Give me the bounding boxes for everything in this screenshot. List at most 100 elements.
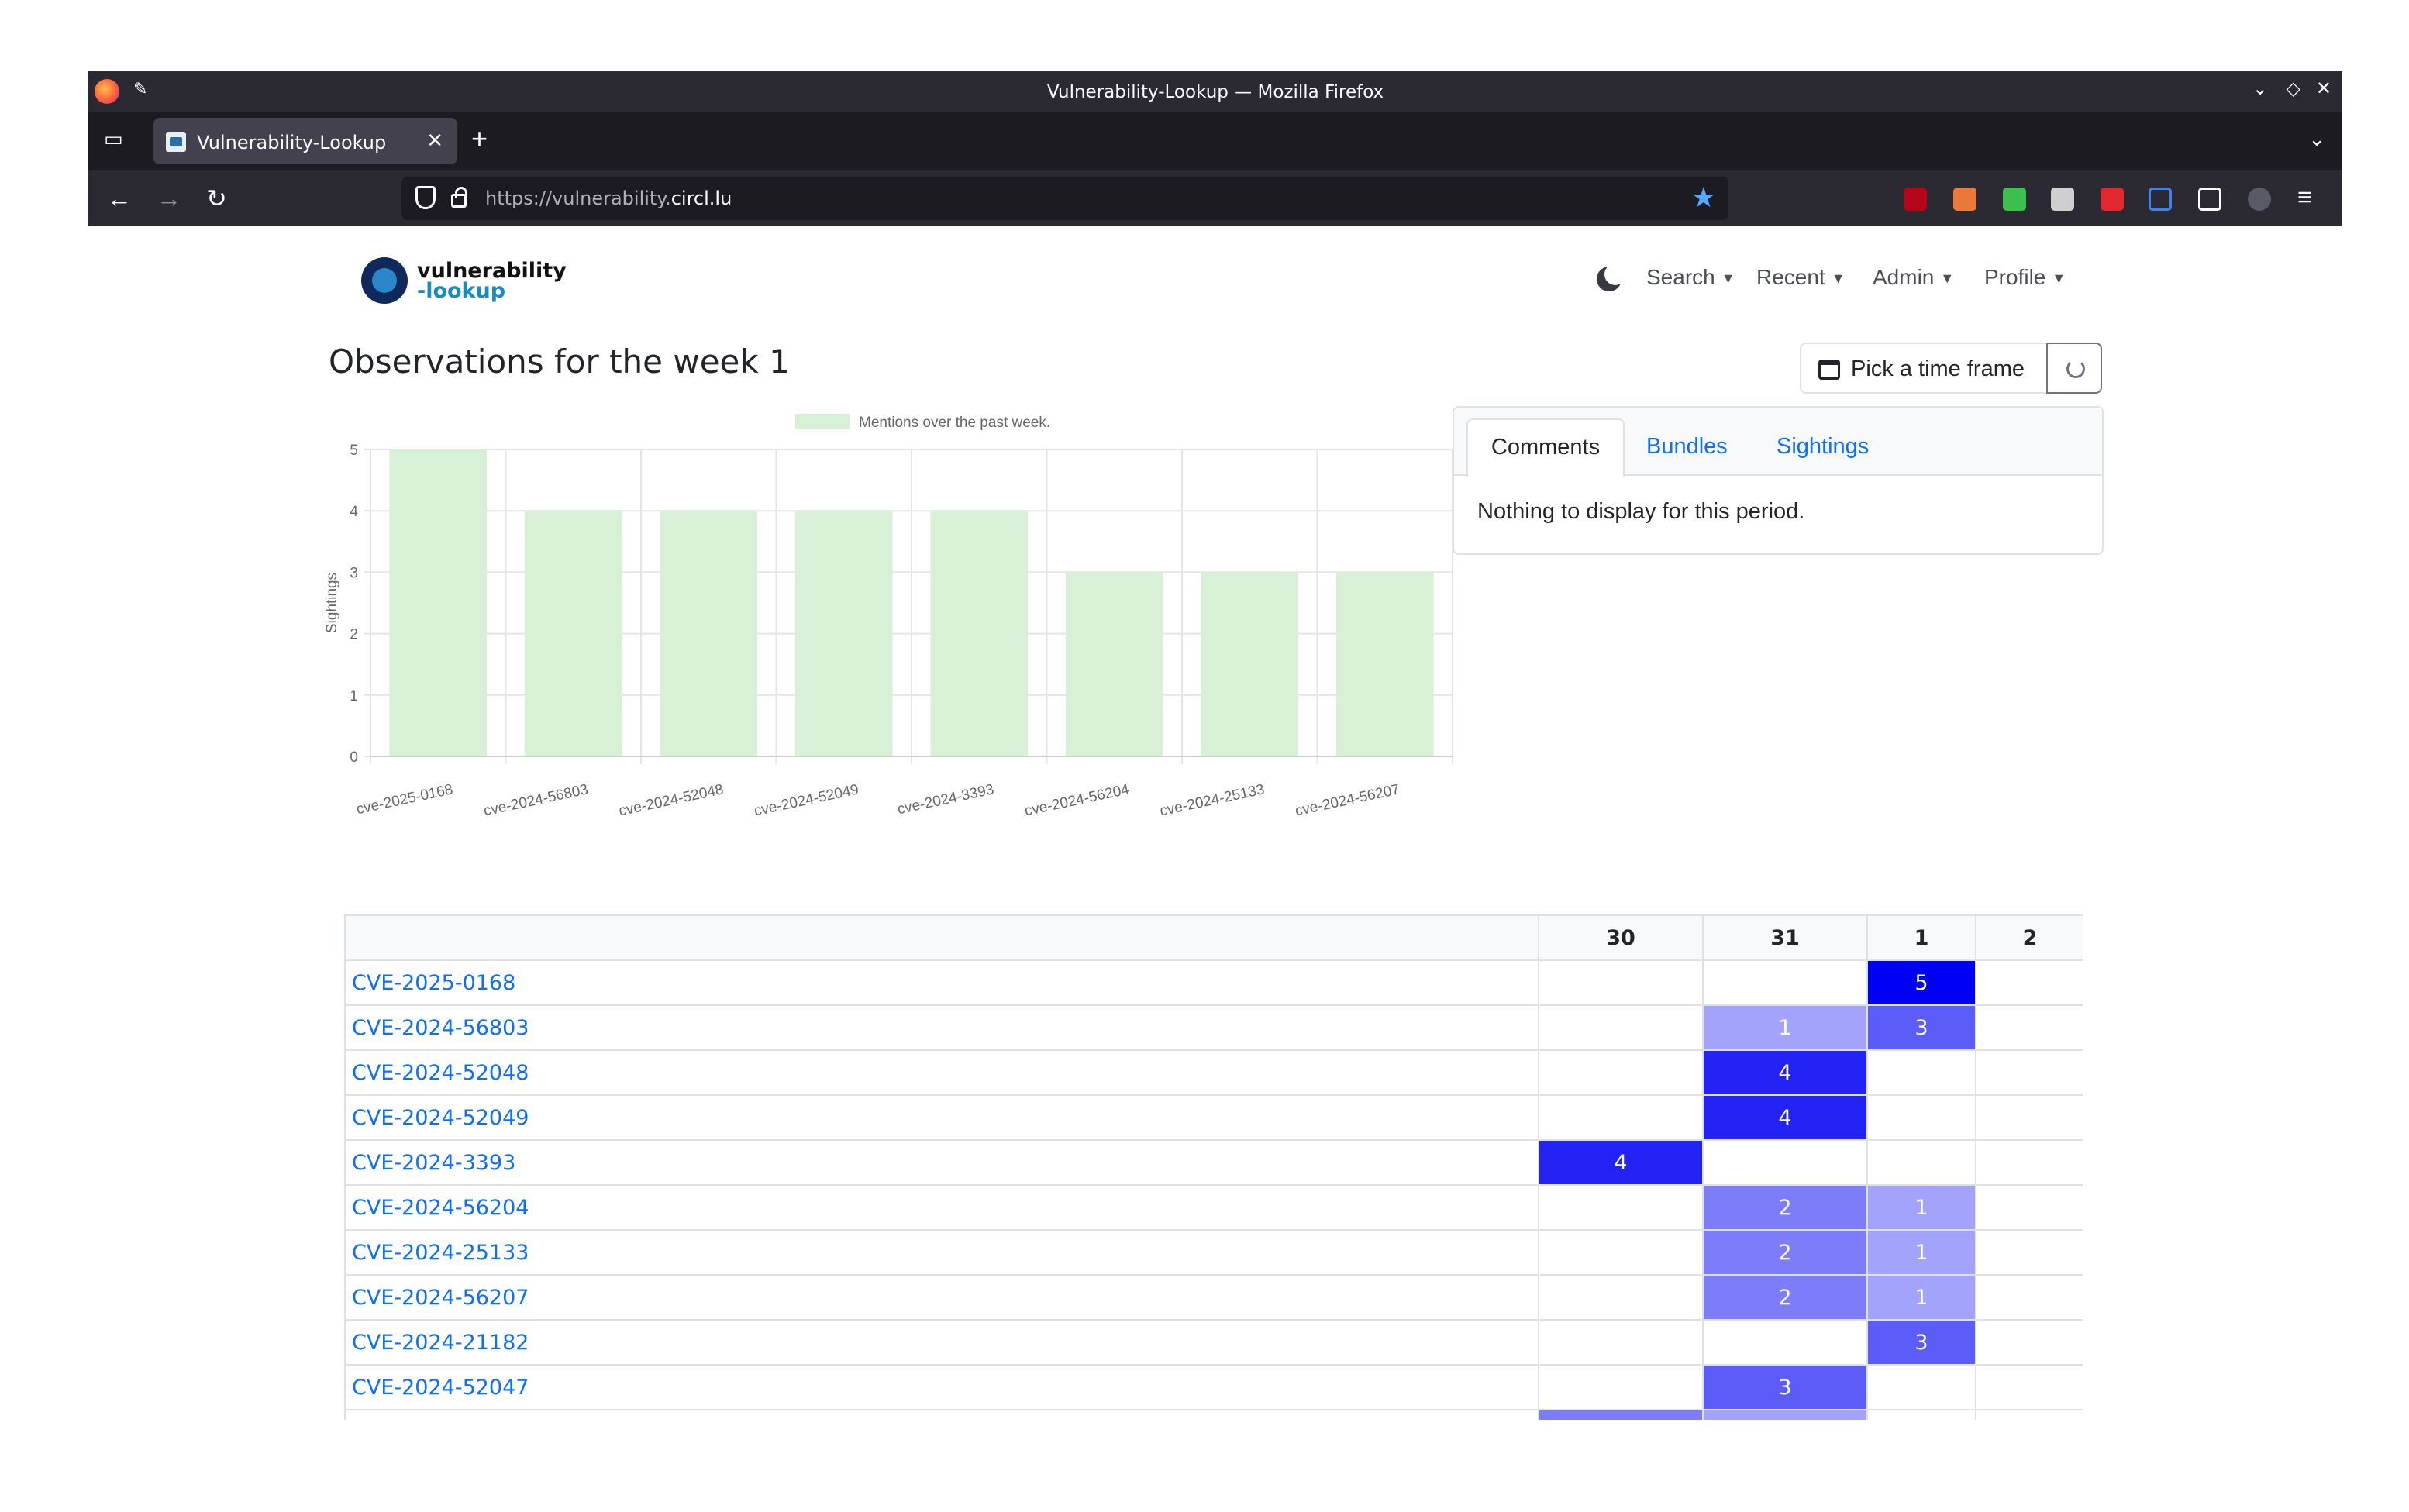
cve-link[interactable]: CVE-2024-56204 <box>344 1184 1539 1231</box>
heatmap-cell <box>1538 1409 1704 1420</box>
cve-link[interactable]: CVE-2024-56803 <box>344 1004 1539 1051</box>
heatmap-cell <box>1538 1229 1704 1276</box>
tab-bundles[interactable]: Bundles <box>1646 434 1728 459</box>
heatmap-cell <box>1702 1319 1868 1366</box>
nav-profile[interactable]: Profile ▼ <box>1984 265 2066 289</box>
heatmap-cell <box>1538 1274 1704 1321</box>
extension-cup-icon[interactable] <box>1953 188 1976 211</box>
y-tick-label: 4 <box>350 504 358 520</box>
refresh-icon <box>2066 360 2085 378</box>
page-content: vulnerability -lookup Search ▼ Recent ▼ Ad… <box>88 226 2342 1420</box>
heatmap-cell: 1 <box>1866 1274 1976 1321</box>
heatmap-cell <box>1702 1409 1868 1420</box>
lock-icon[interactable] <box>451 187 467 208</box>
heatmap-cell <box>1538 1094 1704 1141</box>
heatmap-cell <box>1538 1004 1704 1051</box>
table-row: CVE-2024-52047 3 <box>344 1364 2083 1410</box>
list-all-tabs-icon[interactable]: ⌄ <box>2308 127 2325 150</box>
forward-icon[interactable]: → <box>157 184 181 212</box>
heatmap-cell: 5 <box>1866 959 1976 1006</box>
close-window-icon[interactable]: ✕ <box>2315 78 2331 99</box>
heatmap-cell <box>344 1409 1539 1420</box>
heatmap-header-day: 30 <box>1538 914 1704 961</box>
cve-link[interactable]: CVE-2024-56207 <box>344 1274 1539 1321</box>
theme-toggle-moon-icon[interactable] <box>1597 263 1626 291</box>
bar-cve-2024-56207 <box>1335 572 1434 756</box>
nav-toolbar: ← → ↻ https://vulnerability.circl.lu ★ ≡ <box>88 170 2342 226</box>
heatmap-header-day: 2 <box>1975 914 2083 961</box>
pin-icon[interactable]: ✎ <box>133 79 148 98</box>
bar-cve-2025-0168 <box>389 449 488 756</box>
heatmap-cell <box>1538 1049 1704 1096</box>
heatmap-cell: 3 <box>1866 1319 1976 1366</box>
page-title: Observations for the week 1 <box>329 343 790 381</box>
title-bar: ✎ Vulnerability-Lookup — Mozilla Firefox… <box>88 71 2342 112</box>
legend-label: Mentions over the past week. <box>859 415 1050 431</box>
extension-pen-icon[interactable] <box>2101 188 2124 211</box>
extension-mask-icon[interactable] <box>2051 188 2074 211</box>
back-icon[interactable]: ← <box>107 184 132 212</box>
logo-text-vulnerability: vulnerability <box>417 259 567 283</box>
browser-tab[interactable]: Vulnerability-Lookup ✕ <box>153 118 457 164</box>
tab-sightings[interactable]: Sightings <box>1777 434 1870 459</box>
site-logo[interactable]: vulnerability -lookup <box>361 254 567 308</box>
ublock-icon[interactable] <box>1904 188 1927 211</box>
x-tick-label: cve-2024-56207 <box>1294 781 1401 819</box>
heatmap-cell <box>1975 1409 2083 1420</box>
heatmap-cell: 4 <box>1702 1094 1868 1141</box>
sightings-bar-chart: 0 1 2 3 4 5 cve-2025-0168 cve-2024-56803 cve-202… <box>321 406 1468 840</box>
maximize-icon[interactable]: ◇ <box>2286 78 2300 99</box>
cve-link[interactable]: CVE-2024-52047 <box>344 1364 1539 1410</box>
heatmap-cell <box>1975 1274 2083 1321</box>
nav-recent[interactable]: Recent ▼ <box>1756 265 1846 289</box>
bar-cve-2024-52049 <box>794 511 893 756</box>
bookmark-star-icon[interactable]: ★ <box>1690 181 1716 213</box>
extension-triangle-icon[interactable] <box>2149 188 2172 211</box>
heatmap-cell <box>1975 959 2083 1006</box>
nav-admin[interactable]: Admin ▼ <box>1873 265 1955 289</box>
cve-link[interactable]: CVE-2024-52048 <box>344 1049 1539 1096</box>
x-tick-label: cve-2024-52048 <box>618 781 725 819</box>
cve-link[interactable]: CVE-2024-52049 <box>344 1094 1539 1141</box>
legend-swatch <box>795 414 850 429</box>
tab-manager-icon[interactable]: ▭ <box>104 127 123 150</box>
account-icon[interactable] <box>2248 188 2271 211</box>
x-tick-label: cve-2024-56803 <box>482 781 590 819</box>
cve-link[interactable]: CVE-2024-3393 <box>344 1139 1539 1186</box>
x-tick-label: cve-2024-56204 <box>1023 781 1131 819</box>
cve-link[interactable]: CVE-2024-21182 <box>344 1319 1539 1366</box>
heatmap-cell <box>1538 1364 1704 1410</box>
url-text[interactable]: https://vulnerability.circl.lu <box>485 188 732 209</box>
url-bar[interactable]: https://vulnerability.circl.lu ★ <box>402 177 1728 220</box>
reload-icon[interactable]: ↻ <box>206 184 227 212</box>
new-tab-icon[interactable]: + <box>471 122 488 154</box>
heatmap-cell <box>1866 1049 1976 1096</box>
tracking-shield-icon[interactable] <box>415 186 436 209</box>
heatmap-cell <box>1975 1229 2083 1276</box>
cve-link[interactable]: CVE-2024-25133 <box>344 1229 1539 1276</box>
heatmap-cell <box>1975 1049 2083 1096</box>
menu-icon[interactable]: ≡ <box>2297 183 2312 211</box>
minimize-icon[interactable]: ⌄ <box>2252 78 2268 99</box>
y-tick-label: 0 <box>350 749 358 766</box>
heatmap-cell: 1 <box>1702 1004 1868 1051</box>
pick-time-frame-button[interactable]: Pick a time frame <box>1800 343 2048 394</box>
bar-cve-2024-25133 <box>1201 572 1299 756</box>
heatmap-cell <box>1975 1184 2083 1231</box>
nav-search[interactable]: Search ▼ <box>1646 265 1735 289</box>
extensions-puzzle-icon[interactable] <box>2198 188 2221 211</box>
table-row: CVE-2024-25133 2 1 <box>344 1229 2083 1276</box>
bar-cve-2024-56204 <box>1065 572 1163 756</box>
window-title: Vulnerability-Lookup — Mozilla Firefox <box>1046 82 1384 102</box>
cve-link[interactable]: CVE-2025-0168 <box>344 959 1539 1006</box>
tab-comments[interactable]: Comments <box>1466 418 1625 477</box>
refresh-button[interactable] <box>2046 343 2102 394</box>
close-tab-icon[interactable]: ✕ <box>426 129 443 152</box>
y-axis-label: Sightings <box>324 573 340 633</box>
table-row: CVE-2024-21182 3 <box>344 1319 2083 1366</box>
logo-bug-icon <box>361 257 408 304</box>
heatmap-cell: 3 <box>1866 1004 1976 1051</box>
heatmap-cell <box>1975 1094 2083 1141</box>
extension-grid-icon[interactable] <box>2003 188 2026 211</box>
y-tick-label: 2 <box>350 627 358 643</box>
